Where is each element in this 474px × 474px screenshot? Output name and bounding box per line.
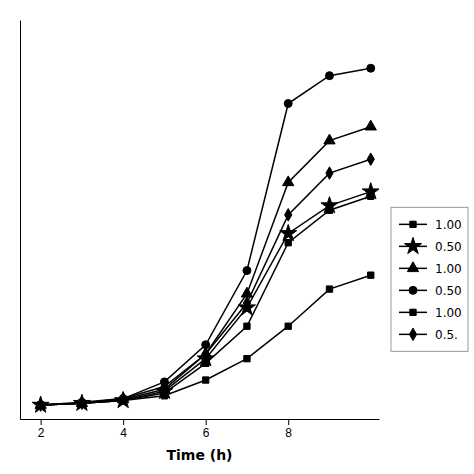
plot-area: 2 4 6 8 bbox=[21, 21, 380, 440]
point bbox=[243, 267, 251, 275]
point bbox=[367, 64, 375, 72]
legend-marker bbox=[404, 237, 421, 253]
x-tick: 2 bbox=[38, 419, 45, 440]
y-axis-line bbox=[20, 21, 21, 420]
legend-item: 0.50 bbox=[399, 237, 462, 253]
point bbox=[325, 72, 333, 80]
legend-item: 0.50 bbox=[399, 284, 462, 298]
point bbox=[362, 183, 379, 199]
series-line bbox=[41, 192, 371, 405]
x-tick-mark bbox=[206, 419, 207, 425]
legend-label: 0.5. bbox=[435, 328, 458, 342]
series-line bbox=[41, 275, 371, 405]
y-axis bbox=[20, 21, 21, 420]
point bbox=[161, 380, 168, 392]
legend-marker bbox=[409, 286, 417, 294]
point bbox=[368, 272, 374, 278]
point bbox=[368, 193, 374, 199]
legend-item: 1.00 bbox=[399, 262, 462, 276]
legend-label: 0.50 bbox=[435, 284, 462, 298]
series bbox=[37, 272, 373, 408]
legend: 1.00 0.50 1.00 0.50 1.00 0.5. bbox=[391, 207, 468, 351]
legend-label: 1.00 bbox=[435, 306, 462, 320]
point bbox=[285, 209, 292, 221]
point bbox=[244, 356, 250, 362]
point bbox=[285, 323, 291, 329]
x-tick: 6 bbox=[203, 419, 210, 440]
series-line bbox=[41, 159, 371, 405]
legend-item: 1.00 bbox=[399, 218, 462, 232]
x-tick-label: 4 bbox=[120, 426, 127, 440]
chart: 2 4 6 8 Time (h) 1.00 0.50 1.00 0.50 1.00 0.5. bbox=[0, 0, 474, 474]
x-tick-label: 6 bbox=[203, 426, 210, 440]
x-tick-mark bbox=[288, 419, 289, 425]
point bbox=[367, 153, 374, 165]
x-tick-mark bbox=[41, 419, 42, 425]
series-line bbox=[41, 127, 371, 405]
x-tick: 8 bbox=[285, 419, 292, 440]
x-tick-label: 8 bbox=[285, 426, 292, 440]
point bbox=[78, 397, 85, 409]
series bbox=[35, 120, 376, 408]
x-tick: 4 bbox=[120, 419, 127, 440]
point bbox=[324, 134, 335, 144]
legend-item: 0.5. bbox=[399, 328, 458, 342]
point bbox=[37, 399, 44, 411]
point bbox=[243, 297, 250, 309]
point bbox=[321, 197, 338, 213]
legend-marker bbox=[410, 221, 416, 227]
point bbox=[326, 167, 333, 179]
legend-item: 1.00 bbox=[399, 306, 462, 320]
point bbox=[285, 240, 291, 246]
x-tick-mark bbox=[123, 419, 124, 425]
legend-frame bbox=[391, 207, 468, 351]
legend-marker bbox=[409, 328, 416, 340]
point bbox=[203, 377, 209, 383]
series bbox=[37, 64, 375, 409]
x-axis: 2 4 6 8 bbox=[21, 419, 380, 440]
legend-label: 0.50 bbox=[435, 240, 462, 254]
series bbox=[37, 193, 373, 408]
series-line bbox=[41, 68, 371, 405]
point bbox=[283, 176, 294, 186]
series-line bbox=[41, 196, 371, 405]
x-tick-label: 2 bbox=[38, 426, 45, 440]
point bbox=[284, 100, 292, 108]
x-axis-line bbox=[21, 419, 380, 420]
legend-label: 1.00 bbox=[435, 262, 462, 276]
point bbox=[202, 348, 209, 360]
legend-label: 1.00 bbox=[435, 218, 462, 232]
series bbox=[32, 183, 379, 413]
point bbox=[326, 207, 332, 213]
legend-marker bbox=[407, 262, 418, 272]
point bbox=[120, 392, 127, 404]
point bbox=[244, 323, 250, 329]
point bbox=[365, 120, 376, 130]
series bbox=[37, 153, 374, 411]
legend-marker bbox=[410, 309, 416, 315]
point bbox=[326, 286, 332, 292]
marks bbox=[32, 64, 379, 412]
x-axis-title: Time (h) bbox=[166, 447, 232, 463]
